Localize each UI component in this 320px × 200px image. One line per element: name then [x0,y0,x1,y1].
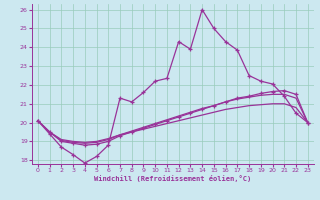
X-axis label: Windchill (Refroidissement éolien,°C): Windchill (Refroidissement éolien,°C) [94,175,252,182]
